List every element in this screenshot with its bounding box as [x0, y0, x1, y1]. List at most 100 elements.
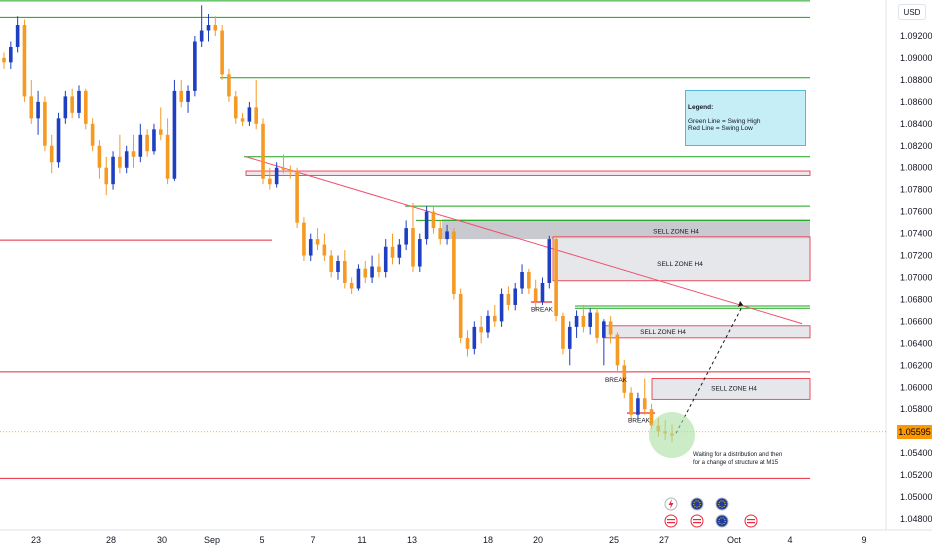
- us-flag-event-icon-2[interactable]: [690, 514, 704, 528]
- candle-body: [118, 156, 122, 168]
- candle-body: [417, 239, 422, 267]
- candle-body: [15, 25, 20, 47]
- current-price-tag: 1.05595: [897, 425, 932, 439]
- candle-body: [281, 167, 286, 170]
- time-tick-label: 9: [861, 535, 866, 545]
- price-tick-label: 1.07400: [900, 229, 932, 239]
- candle-body: [479, 326, 483, 333]
- price-tick-label: 1.08400: [900, 119, 932, 129]
- candle-body: [547, 239, 552, 283]
- sell-zone-label-1: SELL ZONE H4: [653, 229, 699, 236]
- eu-flag-event-icon-3[interactable]: [715, 514, 729, 528]
- candle-body: [581, 315, 586, 327]
- candle-body: [499, 293, 504, 322]
- candle-body: [83, 90, 88, 124]
- candle-body: [63, 96, 68, 119]
- legend-line-green: Green Line = Swing High: [688, 117, 761, 125]
- candle-body: [472, 326, 477, 349]
- price-tick-label: 1.07200: [900, 251, 932, 261]
- candle-body: [36, 101, 40, 119]
- time-tick-label: 11: [357, 535, 366, 545]
- candle-body: [43, 101, 47, 146]
- candle-body: [111, 156, 115, 185]
- price-tick-label: 1.09200: [900, 31, 932, 41]
- candle-body: [370, 266, 374, 278]
- candle-body: [254, 107, 259, 124]
- sell-zone-rect: [245, 170, 811, 176]
- price-tick-label: 1.05400: [900, 448, 932, 458]
- candle-body: [56, 118, 61, 163]
- candle-body: [452, 231, 456, 294]
- candle-body: [158, 129, 163, 135]
- candle-body: [186, 90, 190, 102]
- price-tick-label: 1.08000: [900, 163, 932, 173]
- candle-body: [104, 167, 109, 185]
- candle-body: [356, 268, 361, 289]
- candle-body: [383, 246, 388, 273]
- candle-body: [431, 211, 436, 229]
- candle-body: [533, 288, 538, 302]
- candle-body: [124, 151, 129, 168]
- time-axis-ticks: 23 28 30 Sep 5 7 11 13 18 20 25 27 Oct 4 9: [31, 535, 867, 545]
- sell-zone-label-2: SELL ZONE H4: [657, 261, 703, 268]
- candle-body: [622, 365, 627, 393]
- candle-body: [424, 211, 429, 240]
- candle-body: [615, 334, 620, 366]
- price-tick-label: 1.08800: [900, 75, 932, 85]
- price-tick-label: 1.04800: [900, 514, 932, 524]
- candle-body: [588, 312, 593, 327]
- sell-zones: [245, 170, 811, 400]
- candle-body: [90, 123, 95, 146]
- us-flag-event-icon[interactable]: [664, 514, 678, 528]
- candle-body: [527, 272, 531, 289]
- candle-body: [513, 288, 518, 305]
- eu-flag-event-icon[interactable]: [690, 497, 704, 511]
- candle-body: [445, 231, 449, 240]
- us-stripe-icon-4: [693, 522, 701, 524]
- candle-body: [77, 90, 81, 113]
- annotation-line-2: for a change of structure at M15: [693, 460, 779, 466]
- us-stripe-icon: [667, 519, 675, 521]
- candle-body: [261, 123, 265, 179]
- time-tick-label: 25: [609, 535, 619, 545]
- candle-body: [233, 96, 238, 119]
- candle-body: [554, 239, 558, 316]
- candle-body: [179, 90, 184, 102]
- time-tick-label: 23: [31, 535, 41, 545]
- sell-zone-rect: [442, 219, 810, 240]
- price-tick-label: 1.08200: [900, 141, 932, 151]
- projection-arrow-head: [738, 300, 743, 307]
- time-tick-label: 5: [259, 535, 264, 545]
- price-tick-label: 1.06000: [900, 382, 932, 392]
- eu-flag-event-icon-2[interactable]: [715, 497, 729, 511]
- annotation-line-1: Waiting for a distribution and then: [693, 452, 782, 458]
- candle-body: [629, 392, 633, 415]
- projection-arrow-line: [675, 304, 744, 434]
- candle-body: [172, 90, 177, 179]
- economic-events[interactable]: [664, 497, 758, 528]
- candle-body: [458, 293, 463, 338]
- candle-body: [349, 282, 354, 289]
- us-flag-event-icon-3[interactable]: [744, 514, 758, 528]
- legend-box[interactable]: Legend: Green Line = Swing High Red Line…: [685, 90, 806, 146]
- candle-body: [397, 244, 402, 258]
- candle-body: [213, 25, 218, 31]
- time-tick-label: 28: [106, 535, 116, 545]
- candle-body: [322, 244, 327, 256]
- candle-body: [315, 239, 320, 245]
- price-tick-label: 1.09000: [900, 53, 932, 63]
- price-axis-ticks: 1.09200 1.09000 1.08800 1.08600 1.08400 1.082…: [900, 31, 932, 524]
- us-stripe-icon-2: [667, 522, 675, 524]
- candle-body: [438, 228, 443, 240]
- time-tick-label: 4: [787, 535, 792, 545]
- time-tick-label: 13: [407, 535, 417, 545]
- time-tick-label: 27: [659, 535, 669, 545]
- currency-selector[interactable]: USD: [898, 4, 926, 20]
- candle-body: [302, 222, 306, 256]
- candle-body: [492, 315, 497, 322]
- candle-body: [567, 326, 572, 349]
- candle-body: [390, 246, 395, 258]
- candle-body: [165, 134, 170, 179]
- descending-trendline: [245, 156, 803, 325]
